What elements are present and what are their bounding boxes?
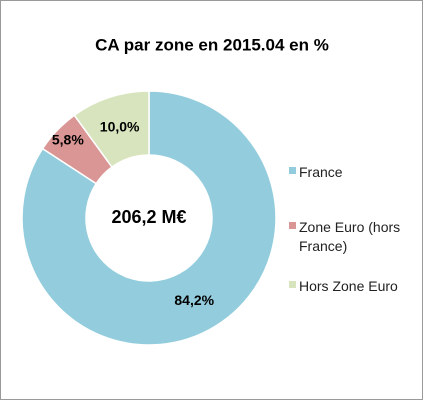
legend-item: France [289, 163, 421, 182]
legend-swatch [289, 281, 296, 288]
data-label: 10,0% [100, 118, 140, 134]
donut-slice [73, 90, 150, 169]
legend-label: Zone Euro (hors France) [299, 219, 401, 254]
legend-swatch [289, 222, 296, 229]
legend-label: Hors Zone Euro [299, 278, 398, 294]
legend-swatch [289, 167, 296, 174]
legend-item: Hors Zone Euro [289, 277, 421, 296]
chart-title: CA par zone en 2015.04 en % [95, 35, 329, 54]
data-label: 5,8% [52, 132, 84, 148]
data-label: 84,2% [174, 292, 214, 308]
center-label: 206,2 M€ [111, 207, 186, 227]
legend-label: France [299, 164, 343, 180]
legend-item: Zone Euro (hors France) [289, 218, 421, 256]
donut-slice [21, 90, 277, 346]
